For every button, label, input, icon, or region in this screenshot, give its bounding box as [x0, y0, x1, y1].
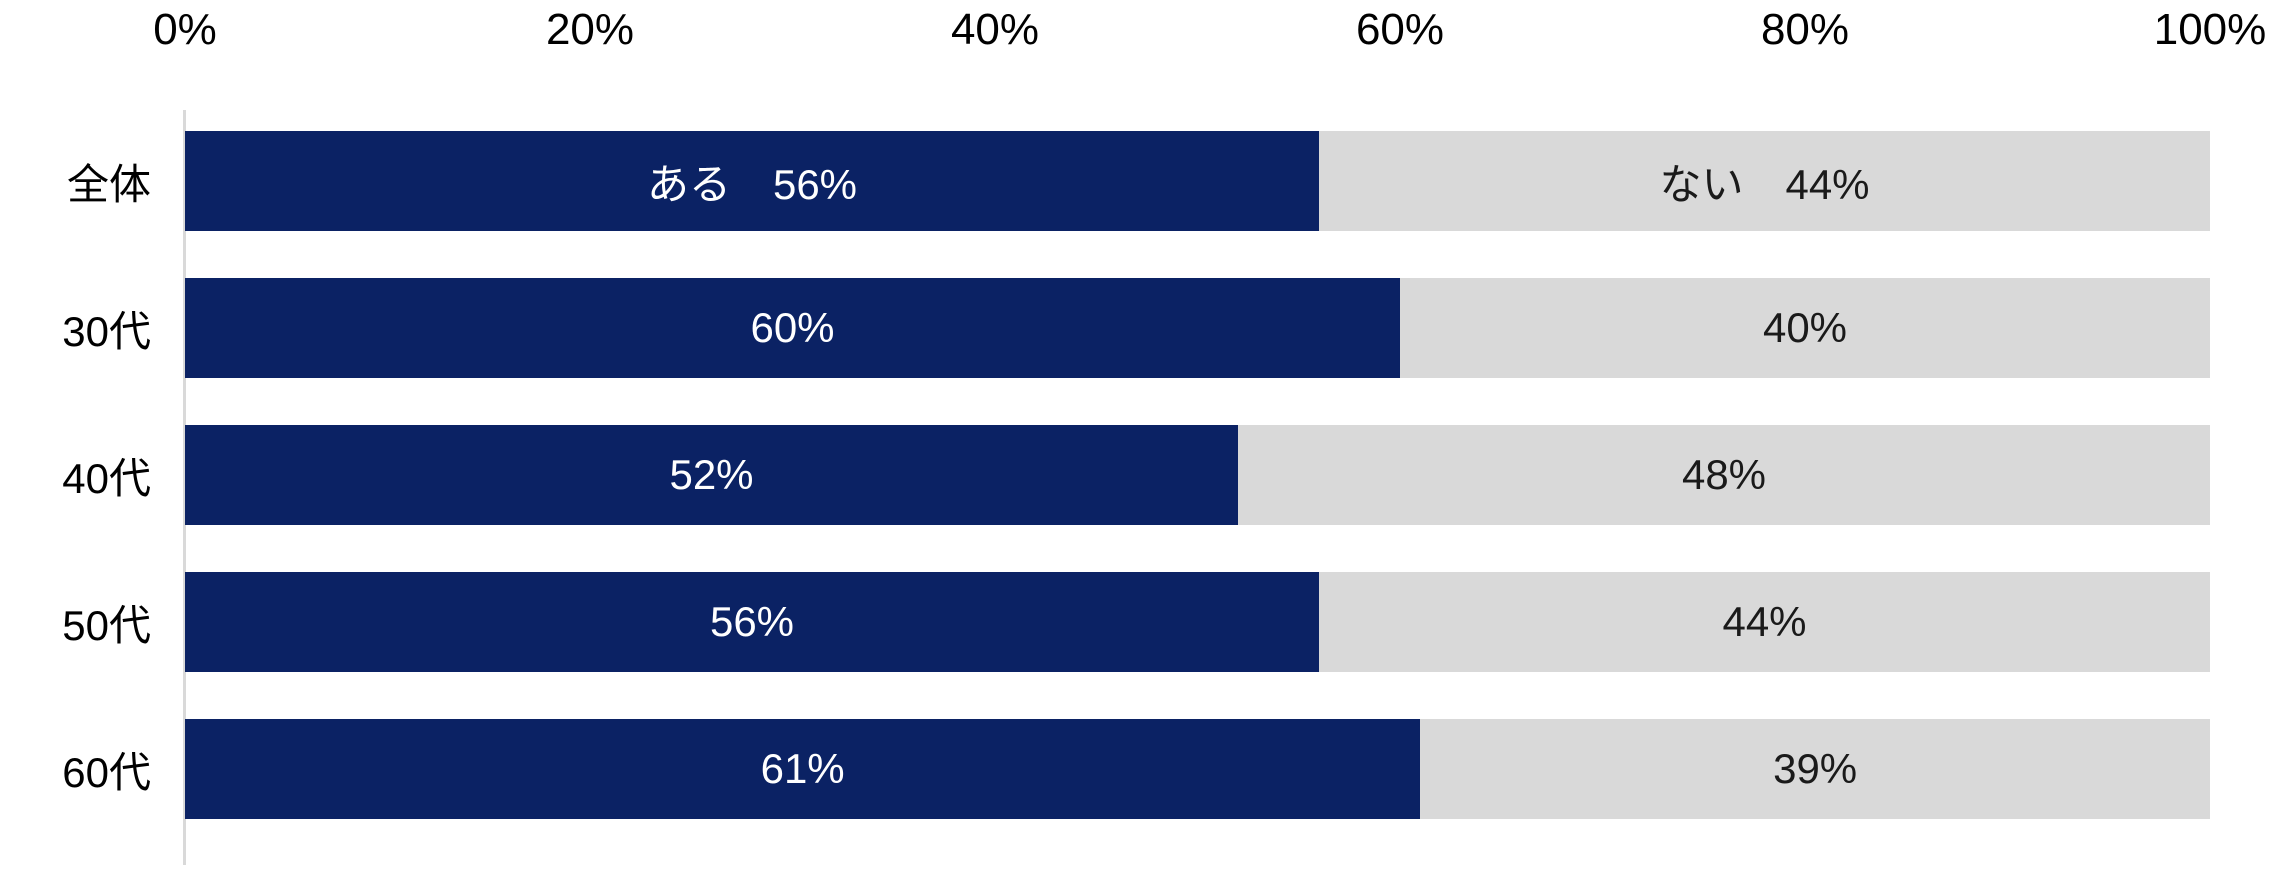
- bar-label-nai: 44%: [1722, 598, 1807, 645]
- bar-label-aru: 61%: [760, 745, 845, 792]
- x-axis-tick-40: 40%: [950, 5, 1040, 54]
- chart-rows: 全体 ある 56% ない 44% 30代 60% 40%: [0, 131, 2210, 819]
- chart-row-zentai: 全体 ある 56% ない 44%: [0, 131, 2210, 231]
- category-label: 30代: [62, 307, 151, 355]
- bar-segment-nai: 44%: [1319, 572, 2210, 672]
- bar-label-nai: ない 44%: [1659, 160, 1870, 208]
- bar-label-aru: 56%: [709, 598, 795, 645]
- bar-segment-aru: 56%: [185, 572, 1319, 672]
- x-axis-tick-20: 20%: [545, 5, 635, 54]
- bar-label-aru: 52%: [669, 451, 754, 498]
- bar-label-aru: 60%: [750, 304, 835, 351]
- bar-segment-nai: ない 44%: [1319, 131, 2210, 231]
- chart-row-30s: 30代 60% 40%: [0, 278, 2210, 378]
- bar-segment-aru: 52%: [185, 425, 1238, 525]
- category-label: 40代: [62, 454, 151, 502]
- y-axis-line: [183, 110, 186, 865]
- x-axis-tick-60: 60%: [1355, 5, 1445, 54]
- x-axis-tick-0: 0%: [153, 5, 217, 54]
- bar-label-nai: 40%: [1762, 304, 1848, 351]
- bar-label-nai: 48%: [1681, 451, 1767, 498]
- bar-segment-aru: ある 56%: [185, 131, 1319, 231]
- x-axis-tick-100: 100%: [2153, 5, 2267, 54]
- x-axis-tick-80: 80%: [1760, 5, 1850, 54]
- category-label: 60代: [62, 748, 151, 796]
- bar-segment-aru: 61%: [185, 719, 1421, 819]
- bar-segment-aru: 60%: [185, 278, 1400, 378]
- bar-label-aru: ある 56%: [646, 160, 858, 208]
- bar-segment-nai: 48%: [1238, 425, 2210, 525]
- x-axis: 0% 20% 40% 60% 80% 100%: [153, 0, 2266, 60]
- chart-row-60s: 60代 61% 39%: [0, 719, 2210, 819]
- bar-segment-nai: 40%: [1400, 278, 2210, 378]
- bar-label-nai: 39%: [1773, 745, 1858, 792]
- category-label: 全体: [66, 160, 151, 208]
- category-label: 50代: [62, 601, 151, 649]
- bar-group: 61% 39%: [185, 719, 2210, 819]
- bar-group: 52% 48%: [185, 425, 2210, 525]
- bar-segment-nai: 39%: [1420, 719, 2210, 819]
- bar-group: 60% 40%: [185, 278, 2210, 378]
- bar-group: 56% 44%: [185, 572, 2210, 672]
- chart-row-50s: 50代 56% 44%: [0, 572, 2210, 672]
- chart-row-40s: 40代 52% 48%: [0, 425, 2210, 525]
- bar-group: ある 56% ない 44%: [185, 131, 2210, 231]
